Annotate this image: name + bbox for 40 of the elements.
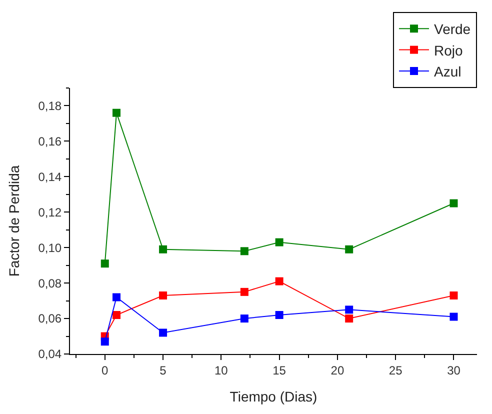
point bbox=[159, 245, 168, 254]
point bbox=[345, 314, 354, 323]
x-tick-label: 5 bbox=[160, 363, 167, 378]
point bbox=[159, 291, 168, 300]
y-tick-label: 0,18 bbox=[38, 98, 62, 113]
point bbox=[100, 260, 109, 268]
point bbox=[112, 108, 121, 117]
point bbox=[240, 314, 248, 323]
point bbox=[100, 338, 109, 346]
legend-label: Verde bbox=[434, 21, 471, 38]
x-tick-label: 0 bbox=[102, 363, 109, 378]
point bbox=[112, 293, 121, 302]
x-tick-label: 20 bbox=[330, 363, 344, 378]
point bbox=[275, 238, 284, 246]
x-tick-label: 25 bbox=[388, 363, 403, 378]
point bbox=[275, 310, 284, 319]
y-tick-label: 0,06 bbox=[38, 312, 62, 326]
point bbox=[275, 277, 284, 286]
point bbox=[159, 328, 168, 337]
y-tick-label: 0,04 bbox=[38, 347, 62, 362]
x-tick-label: 15 bbox=[272, 363, 286, 378]
point bbox=[240, 288, 248, 296]
y-tick-label: 0,12 bbox=[38, 205, 62, 220]
point bbox=[240, 247, 248, 256]
point bbox=[450, 291, 458, 300]
x-tick-label: 10 bbox=[214, 363, 228, 378]
point bbox=[345, 245, 354, 254]
y-tick-label: 0,08 bbox=[38, 276, 62, 290]
point bbox=[112, 310, 121, 319]
y-tick-label: 0,10 bbox=[38, 240, 62, 255]
point bbox=[450, 312, 458, 321]
x-axis-title: Tiempo (Dias) bbox=[230, 388, 318, 405]
x-tick-label: 30 bbox=[447, 363, 461, 378]
legend-label: Azul bbox=[434, 63, 462, 80]
legend-label: Rojo bbox=[434, 42, 464, 58]
y-axis-title: Factor de Perdida bbox=[6, 165, 22, 277]
point bbox=[345, 306, 354, 314]
y-tick-label: 0,14 bbox=[38, 170, 62, 184]
point bbox=[450, 199, 458, 208]
y-tick-label: 0,16 bbox=[38, 134, 62, 148]
